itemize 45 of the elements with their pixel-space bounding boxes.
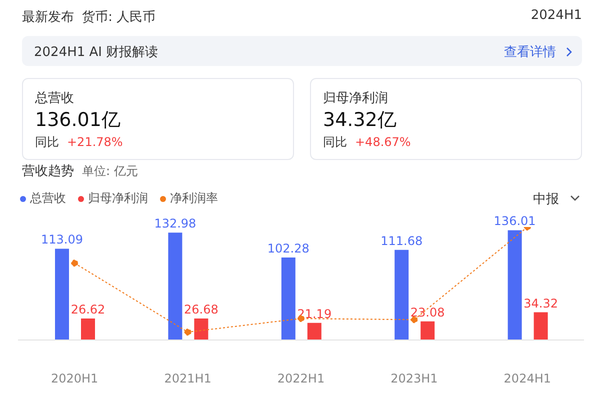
text: +21.78% [67, 135, 123, 149]
bar [194, 318, 208, 340]
data-label: 113.09 [41, 232, 83, 247]
bar [55, 248, 69, 340]
x-tick-label: 2022H1 [277, 372, 325, 386]
legend-label: 净利润率 [169, 190, 218, 207]
text: 中报 [533, 191, 559, 208]
bar [307, 322, 322, 340]
x-tick-label: 2024H1 [504, 372, 551, 386]
text: 2024H1 [530, 8, 582, 23]
data-label: 23.08 [410, 305, 445, 320]
point [71, 260, 78, 267]
data-label: 26.62 [70, 302, 106, 317]
data-label: 136.01 [494, 214, 536, 228]
text: 同比 [323, 135, 347, 149]
x-tick-label: 2023H1 [390, 372, 438, 386]
bar [534, 312, 548, 340]
text: +48.67% [355, 135, 411, 149]
bar [168, 232, 182, 340]
x-tick-label: 2020H1 [51, 372, 98, 386]
bar [420, 321, 435, 340]
bar [281, 257, 296, 340]
data-label: 26.68 [184, 302, 218, 316]
point [184, 328, 192, 336]
data-label: 111.68 [380, 234, 423, 248]
text: 136.01亿 [35, 108, 120, 133]
legend-label: 归母净利润 [87, 190, 148, 207]
text: 查看详情 [504, 44, 556, 61]
x-tick-label: 2021H1 [164, 372, 212, 386]
chart-title: 营收趋势 [22, 164, 74, 179]
bar [508, 230, 522, 340]
text: 归母净利润 [323, 90, 388, 107]
data-label: 34.32 [524, 296, 558, 310]
text: 同比 [35, 135, 59, 149]
text: 2024H1 AI 财报解读 [34, 44, 158, 61]
text: 货币: 人民币 [82, 10, 156, 25]
chart-subtitle: 单位: 亿元 [82, 164, 138, 178]
bar [81, 318, 95, 340]
legend-label: 总营收 [29, 190, 66, 207]
data-label: 132.98 [154, 216, 196, 231]
text: 总营收 [35, 90, 74, 107]
bar [394, 250, 409, 340]
text: 最新发布 [22, 10, 74, 25]
data-label: 102.28 [267, 241, 310, 256]
text: 34.32亿 [323, 108, 396, 133]
